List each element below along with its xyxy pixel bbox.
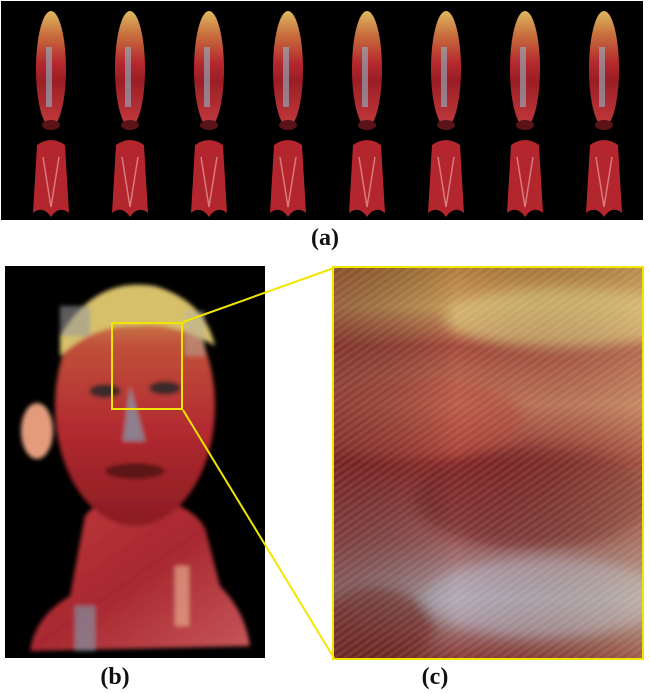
strip-figure <box>424 7 468 219</box>
panel-a-image-strip <box>1 1 643 220</box>
strip-figure <box>187 7 231 219</box>
zoom-detail-image <box>334 268 642 658</box>
strip-figure <box>503 7 547 219</box>
strip-figure <box>108 7 152 219</box>
zoom-region-box <box>111 322 183 410</box>
strip-figure <box>29 7 73 219</box>
panel-c-zoom-detail <box>332 266 644 660</box>
caption-b: (b) <box>100 664 130 690</box>
caption-c: (c) <box>421 664 449 690</box>
strip-figure <box>345 7 389 219</box>
strip-figure <box>266 7 310 219</box>
caption-a: (a) <box>311 225 339 251</box>
strip-figure <box>582 7 626 219</box>
